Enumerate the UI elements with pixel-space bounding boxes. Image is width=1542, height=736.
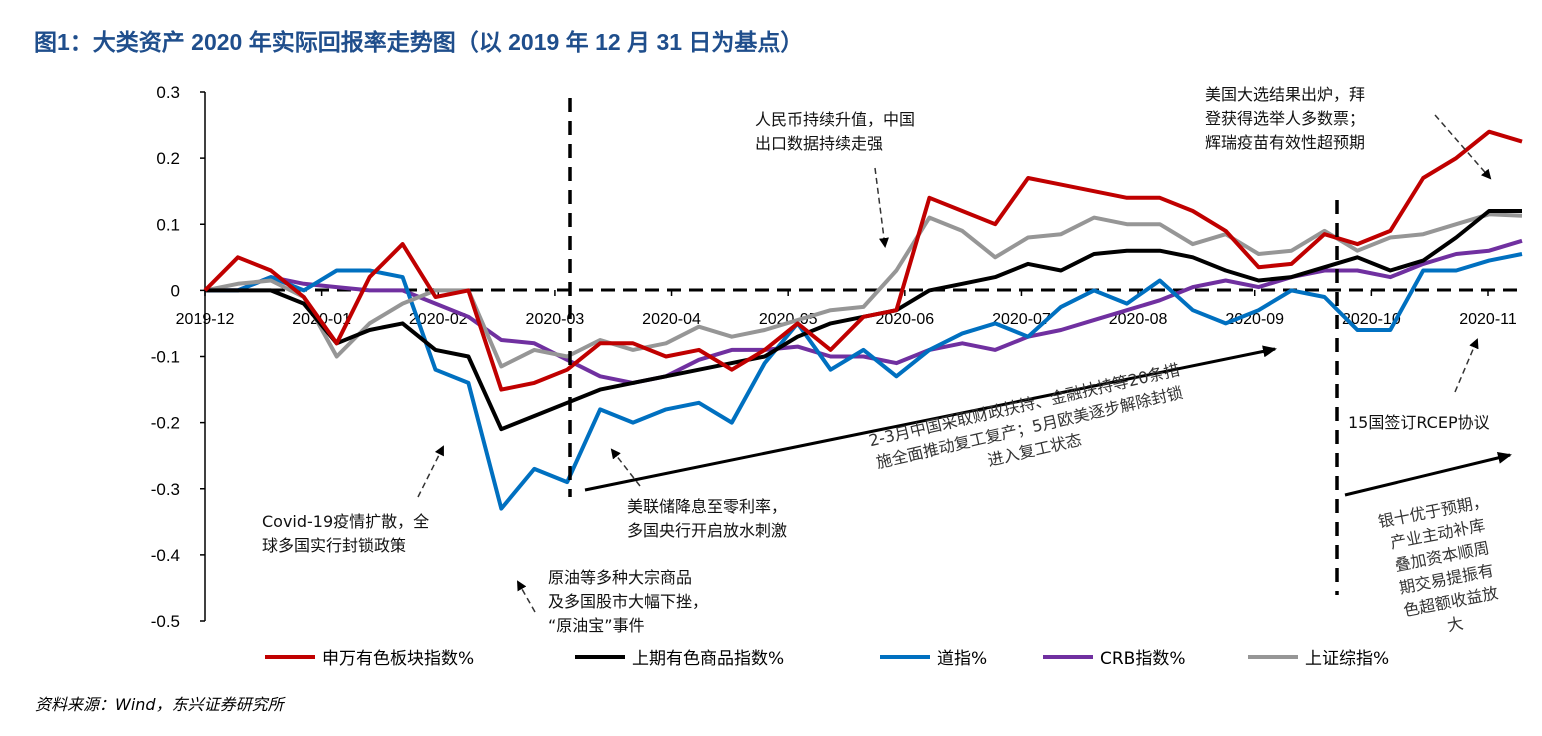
trend-arrow: [1344, 451, 1512, 497]
svg-text:原油等多种大宗商品及多国股市大幅下挫，“原油宝”事件: 原油等多种大宗商品及多国股市大幅下挫， “原油宝”事件: [548, 568, 708, 635]
y-ticks: 0.3 0.2 0.1 0 -0.1 -0.2 -0.3 -0.4 -0.5: [151, 83, 205, 631]
x-ticks: 2019-12 2020-01 2020-02 2020-03 2020-04 2020-…: [176, 290, 1517, 328]
annotation-line: 美联储降息至零利率，: [627, 497, 787, 516]
annotation-line: 15国签订RCEP协议: [1348, 413, 1490, 432]
annotation-line: 辉瑞疫苗有效性超预期: [1205, 133, 1365, 152]
series-group: [203, 129, 1523, 511]
dashed-arrow: [1434, 114, 1492, 180]
trend-arrow: [584, 345, 1277, 492]
x-tick-label: 2020-05: [759, 311, 818, 328]
legend-item: 上期有色商品指数%: [575, 649, 784, 669]
svg-text:Covid-19疫情扩散，全球多国实行封锁政策: Covid-19疫情扩散，全球多国实行封锁政策: [262, 512, 429, 555]
chart-title: 图1：大类资产 2020 年实际回报率走势图（以 2019 年 12 月 31 …: [34, 29, 803, 55]
annotation-line: 多国央行开启放水刺激: [627, 521, 787, 540]
x-tick-label: 2020-03: [526, 311, 585, 328]
annotation-election: 美国大选结果出炉，拜登获得选举人多数票； 辉瑞疫苗有效性超预期: [1205, 85, 1492, 180]
dashed-arrow: [874, 167, 889, 248]
series-line-4: [204, 212, 1523, 369]
series-line-3: [205, 238, 1523, 385]
dashed-arrow: [610, 448, 641, 487]
dashed-arrow: [1454, 338, 1479, 393]
source-note: 资料来源：Wind，东兴证券研究所: [35, 695, 287, 714]
annotation-rcep: 15国签订RCEP协议: [1348, 338, 1490, 432]
y-tick-label: 0.1: [156, 215, 180, 234]
legend-label: CRB指数%: [1100, 649, 1186, 669]
x-tick-label: 2020-08: [1109, 311, 1168, 328]
y-tick-label: -0.2: [151, 414, 180, 433]
y-tick-label: 0.3: [156, 83, 180, 102]
y-tick-label: -0.5: [151, 612, 180, 631]
annotation-fed: 美联储降息至零利率， 多国央行开启放水刺激: [610, 448, 787, 540]
x-tick-label: 2020-02: [409, 311, 468, 328]
legend-item: 道指%: [880, 649, 987, 669]
x-tick-label: 2020-11: [1459, 311, 1517, 328]
annotation-covid: Covid-19疫情扩散，全球多国实行封锁政策: [262, 445, 444, 555]
legend-label: 申万有色板块指数%: [322, 649, 474, 669]
svg-text:人民币持续升值，中国出口数据持续走强: 人民币持续升值，中国出口数据持续走强: [755, 110, 915, 153]
svg-text:美国大选结果出炉，拜登获得选举人多数票；辉瑞疫苗有效性超预期: 美国大选结果出炉，拜登获得选举人多数票； 辉瑞疫苗有效性超预期: [1205, 85, 1365, 152]
legend-label: 上期有色商品指数%: [632, 649, 784, 669]
svg-text:美联储降息至零利率，多国央行开启放水刺激: 美联储降息至零利率， 多国央行开启放水刺激: [627, 497, 787, 540]
svg-text:银十优于预期，产业主动补库叠加资本顺周期交易提振有色超额收益: 银十优于预期，产业主动补库叠加资本顺周期交易提振有色超额收益放大: [1376, 491, 1512, 644]
legend-item: 申万有色板块指数%: [265, 649, 474, 669]
y-tick-label: 0: [171, 281, 180, 300]
x-tick-label: 2020-06: [875, 311, 934, 328]
annotation-rmb: 人民币持续升值，中国出口数据持续走强: [755, 110, 915, 248]
annotation-line: 人民币持续升值，中国: [755, 110, 915, 129]
series-line-0: [203, 129, 1523, 392]
annotation-line: Covid-19疫情扩散，全: [262, 512, 429, 531]
dashed-arrow: [517, 580, 536, 613]
x-tick-label: 2019-12: [176, 311, 235, 328]
annotation-line: 美国大选结果出炉，拜: [1205, 85, 1365, 104]
svg-text:2-3月中国采取财政扶持、金融扶持等20条措施全面推动复工复: 2-3月中国采取财政扶持、金融扶持等20条措施全面推动复工复产；5月欧美逐步解除…: [867, 360, 1192, 495]
annotation-line: 大: [1446, 613, 1465, 635]
x-tick-label: 2020-04: [642, 311, 701, 328]
y-tick-label: -0.3: [151, 480, 180, 499]
x-tick-label: 2020-10: [1342, 311, 1401, 328]
annotation-october: 银十优于预期，产业主动补库叠加资本顺周期交易提振有色超额收益放大: [1344, 451, 1512, 644]
annotation-line: 出口数据持续走强: [755, 134, 883, 153]
y-tick-label: 0.2: [156, 149, 180, 168]
x-tick-label: 2020-09: [1225, 311, 1284, 328]
legend-label: 道指%: [937, 649, 987, 669]
annotation-oil: 原油等多种大宗商品及多国股市大幅下挫， “原油宝”事件: [517, 568, 708, 635]
annotation-line: “原油宝”事件: [548, 616, 645, 635]
y-tick-label: -0.1: [151, 348, 180, 367]
x-tick-label: 2020-07: [992, 311, 1051, 328]
dashed-arrow: [417, 445, 444, 498]
annotation-line: 登获得选举人多数票；: [1205, 109, 1365, 128]
legend: 申万有色板块指数% 上期有色商品指数% 道指% CRB指数% 上证综指%: [265, 649, 1389, 669]
annotation-line: 球多国实行封锁政策: [262, 536, 406, 555]
annotation-line: 及多国股市大幅下挫，: [548, 592, 708, 611]
legend-item: CRB指数%: [1043, 649, 1186, 669]
legend-label: 上证综指%: [1305, 649, 1389, 669]
annotation-line: 原油等多种大宗商品: [548, 568, 692, 587]
y-tick-label: -0.4: [151, 546, 180, 565]
legend-item: 上证综指%: [1248, 649, 1389, 669]
